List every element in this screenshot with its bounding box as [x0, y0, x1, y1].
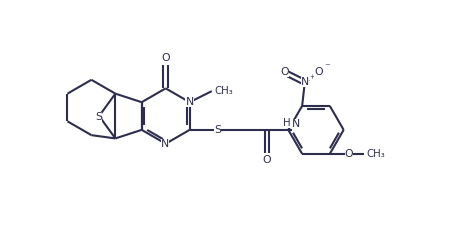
Text: O: O [314, 67, 323, 77]
Text: O: O [162, 53, 170, 63]
Text: N: N [301, 77, 309, 87]
Text: S: S [95, 112, 102, 122]
Text: +: + [309, 74, 314, 80]
Text: N: N [186, 97, 194, 107]
Text: ⁻: ⁻ [324, 62, 330, 72]
Text: CH₃: CH₃ [367, 149, 385, 159]
Text: O: O [281, 67, 289, 77]
Text: H: H [283, 118, 291, 128]
Text: O: O [263, 155, 271, 165]
Text: CH₃: CH₃ [214, 86, 233, 96]
Text: O: O [345, 149, 353, 159]
Text: S: S [214, 125, 221, 135]
Text: N: N [161, 139, 169, 149]
Text: N: N [292, 119, 300, 129]
Text: N: N [186, 97, 194, 107]
